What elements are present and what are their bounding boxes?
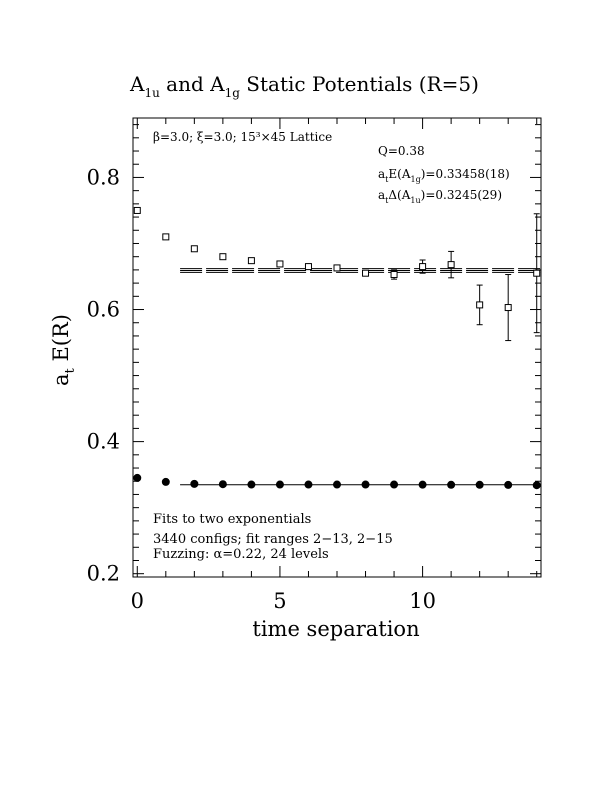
x-tick-label: 0 <box>131 589 144 613</box>
data-point-circle <box>390 480 399 489</box>
data-point-square <box>247 257 255 265</box>
data-point-circle <box>361 480 370 489</box>
gap-annotation: atΔ(A1u)=0.3245(29) <box>378 188 502 205</box>
x-tick-label: 10 <box>409 589 436 613</box>
data-point-circle <box>275 480 284 489</box>
y-axis-label: at E(R) <box>49 314 78 386</box>
data-point-circle <box>475 480 484 489</box>
data-point-circle <box>304 480 313 489</box>
lattice-annotation: β=3.0; ξ=3.0; 15³×45 Lattice <box>153 130 332 144</box>
data-point-square <box>133 206 141 214</box>
y-tick-label: 0.8 <box>87 165 120 189</box>
y-tick-label: 0.4 <box>87 430 120 454</box>
data-point-square <box>276 260 284 268</box>
data-point-square <box>476 301 484 309</box>
y-tick-label: 0.6 <box>87 298 120 322</box>
data-point-circle <box>504 480 513 489</box>
data-point-circle <box>161 477 170 486</box>
data-point-square <box>390 271 398 279</box>
y-tick-labels: 0.2 0.4 0.6 0.8 <box>87 165 120 585</box>
axis-ticks <box>133 118 541 577</box>
fit-lines <box>180 268 541 486</box>
data-points <box>133 206 541 490</box>
y-tick-label: 0.2 <box>87 562 120 586</box>
data-point-square <box>419 263 427 271</box>
x-axis-label: time separation <box>252 617 419 641</box>
data-point-square <box>190 245 198 253</box>
data-point-circle <box>218 480 227 489</box>
data-point-square <box>362 269 370 277</box>
data-point-circle <box>447 480 456 489</box>
plot-frame <box>132 117 542 578</box>
data-point-square <box>162 233 170 241</box>
data-point-circle <box>247 480 256 489</box>
data-point-square <box>533 269 541 277</box>
data-point-circle <box>133 473 142 482</box>
data-point-circle <box>418 480 427 489</box>
data-point-circle <box>333 480 341 489</box>
data-point-circle <box>190 479 199 488</box>
x-tick-labels: 0 5 10 <box>131 589 436 613</box>
configs-annotation: 3440 configs; fit ranges 2−13, 2−15 <box>153 532 393 547</box>
data-point-square <box>219 253 227 261</box>
data-point-square <box>447 261 455 269</box>
fits-annotation: Fits to two exponentials <box>153 512 311 527</box>
energy-annotation: atE(A1g)=0.33458(18) <box>378 167 510 184</box>
data-point-square <box>304 263 312 271</box>
q-annotation: Q=0.38 <box>378 144 425 158</box>
chart-title: A1u and A1g Static Potentials (R=5) <box>129 72 479 100</box>
data-point-square <box>333 264 341 272</box>
data-point-circle <box>532 481 541 490</box>
x-tick-label: 5 <box>273 589 286 613</box>
fuzzing-annotation: Fuzzing: α=0.22, 24 levels <box>153 547 329 562</box>
data-point-square <box>504 304 512 312</box>
